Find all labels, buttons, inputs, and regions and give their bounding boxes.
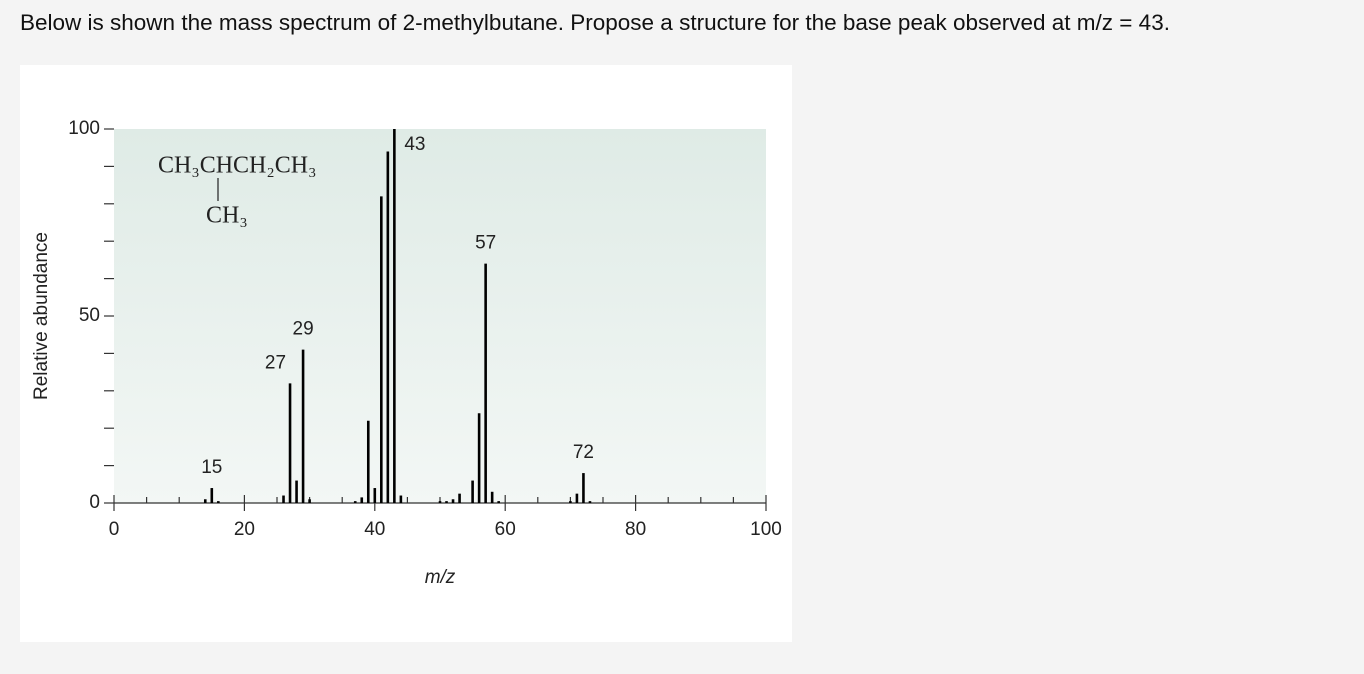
- peak-label: 43: [404, 134, 425, 155]
- chart: Relative abundance m/z CH₃CHCH₂CH₃ CH₃ 0…: [31, 118, 782, 588]
- question-text: Below is shown the mass spectrum of 2-me…: [20, 10, 1170, 35]
- y-tick-label: 0: [89, 492, 100, 513]
- y-tick-label: 50: [79, 305, 100, 326]
- x-tick-label: 0: [109, 519, 120, 540]
- peak-label: 27: [265, 352, 286, 373]
- formula-main: CH₃CHCH₂CH₃: [158, 153, 316, 179]
- peak-label: 57: [475, 233, 496, 254]
- peak-label: 15: [201, 457, 222, 478]
- x-tick-label: 60: [495, 519, 516, 540]
- figure-panel: Relative abundance m/z CH₃CHCH₂CH₃ CH₃ 0…: [20, 65, 792, 642]
- formula-branch: CH₃: [206, 203, 248, 229]
- x-tick-label: 20: [234, 519, 255, 540]
- x-tick-label: 40: [364, 519, 385, 540]
- x-axis-label: m/z: [425, 567, 456, 588]
- y-axis-label: Relative abundance: [31, 232, 52, 400]
- x-tick-label: 100: [750, 519, 782, 540]
- y-tick-label: 100: [68, 118, 100, 139]
- peak-label: 72: [573, 442, 594, 463]
- peak-label: 29: [293, 319, 314, 340]
- x-tick-label: 80: [625, 519, 646, 540]
- plot-background: [114, 129, 766, 503]
